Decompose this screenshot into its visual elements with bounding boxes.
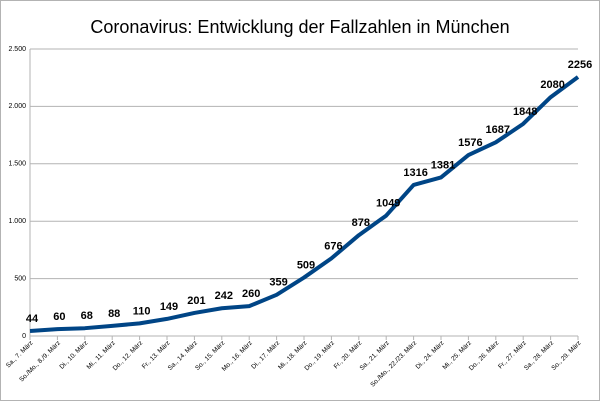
- y-tick-label: 500: [14, 275, 26, 282]
- data-label: 201: [187, 295, 205, 307]
- y-tick-label: 1.000: [8, 218, 26, 225]
- data-label: 149: [160, 301, 178, 313]
- data-label: 1381: [431, 159, 455, 171]
- data-label: 1049: [376, 197, 400, 209]
- data-label: 60: [53, 311, 65, 323]
- data-label: 88: [108, 308, 120, 320]
- data-label: 68: [81, 310, 93, 322]
- data-label: 242: [215, 290, 233, 302]
- data-line: [29, 75, 580, 333]
- data-label: 2080: [540, 79, 564, 91]
- data-label: 359: [269, 277, 287, 289]
- data-label: 1576: [458, 137, 482, 149]
- data-label: 509: [297, 259, 315, 271]
- y-tick-label: 2.500: [8, 46, 26, 53]
- data-label: 676: [324, 240, 342, 252]
- data-label: 260: [242, 288, 260, 300]
- chart-title: Coronavirus: Entwicklung der Fallzahlen …: [90, 17, 509, 37]
- y-tick-label: 1.500: [8, 161, 26, 168]
- data-label: 1687: [486, 124, 510, 136]
- data-label: 110: [133, 305, 151, 317]
- y-tick-label: 2.000: [8, 103, 26, 110]
- y-tick-label: 0: [22, 333, 26, 340]
- data-label: 1848: [513, 106, 537, 118]
- data-label: 878: [352, 217, 370, 229]
- data-label: 44: [26, 313, 39, 325]
- data-label: 2256: [568, 59, 592, 71]
- data-label: 1316: [403, 167, 427, 179]
